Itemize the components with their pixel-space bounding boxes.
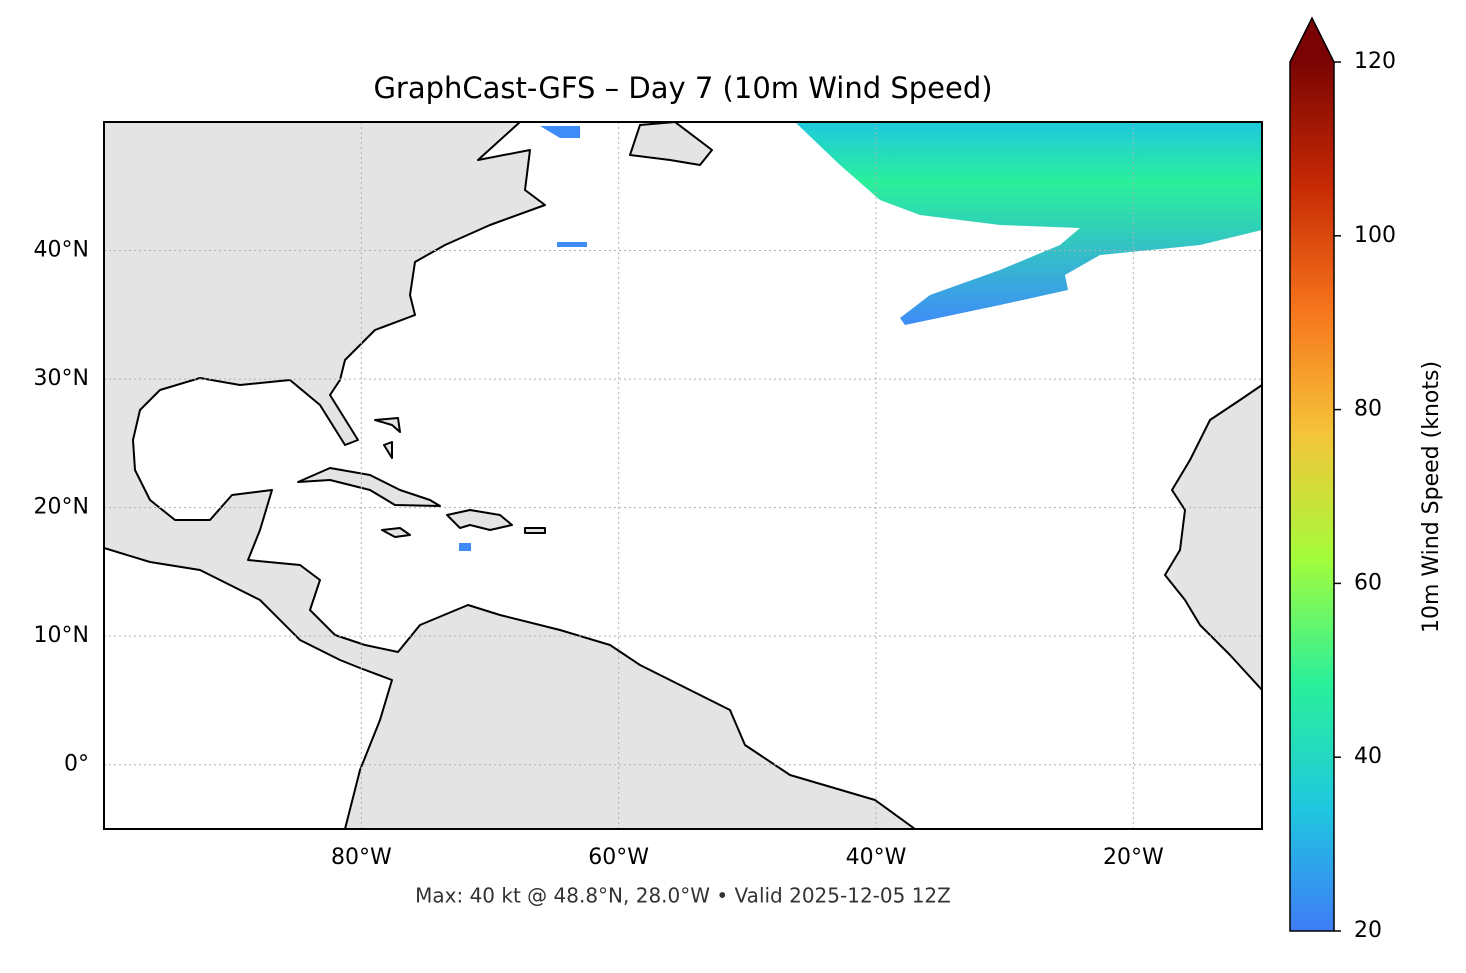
x-tick-label: 40°W <box>846 845 907 870</box>
cuba <box>297 467 441 507</box>
x-tick-label: 80°W <box>331 845 392 870</box>
y-tick-label: 20°N <box>34 495 89 520</box>
wind-field <box>795 122 1262 325</box>
puerto-rico <box>524 527 546 534</box>
colorbar-tick-label: 120 <box>1354 49 1396 74</box>
africa <box>1164 384 1262 691</box>
jamaica <box>381 527 411 538</box>
americas <box>104 122 916 829</box>
y-tick-label: 30°N <box>34 366 89 391</box>
bahamas <box>374 417 401 459</box>
x-tick-label: 60°W <box>588 845 649 870</box>
y-tick-label: 40°N <box>34 238 89 263</box>
colorbar-extend <box>1290 18 1334 62</box>
colorbar-label: 10m Wind Speed (knots) <box>1419 361 1444 633</box>
colorbar: 20 40 60 80 100 120 <box>1289 16 1396 943</box>
colorbar-ramp <box>1290 62 1334 931</box>
x-tick-label: 20°W <box>1103 845 1164 870</box>
colorbar-tick-label: 40 <box>1354 744 1382 769</box>
newfoundland <box>629 122 713 166</box>
map-frame <box>103 121 1263 830</box>
caption: Max: 40 kt @ 48.8°N, 28.0°W • Valid 2025… <box>415 884 951 908</box>
colorbar-tick-label: 60 <box>1354 570 1382 595</box>
colorbar-frame <box>1289 16 1335 932</box>
colorbar-tick-label: 20 <box>1354 918 1382 943</box>
y-tick-label: 0° <box>64 752 89 777</box>
colorbar-tick-label: 100 <box>1354 223 1396 248</box>
y-tick-label: 10°N <box>34 623 89 648</box>
hispaniola <box>446 509 513 531</box>
map <box>104 122 1262 829</box>
title: GraphCast-GFS – Day 7 (10m Wind Speed) <box>373 71 992 105</box>
colorbar-tick-label: 80 <box>1354 397 1382 422</box>
